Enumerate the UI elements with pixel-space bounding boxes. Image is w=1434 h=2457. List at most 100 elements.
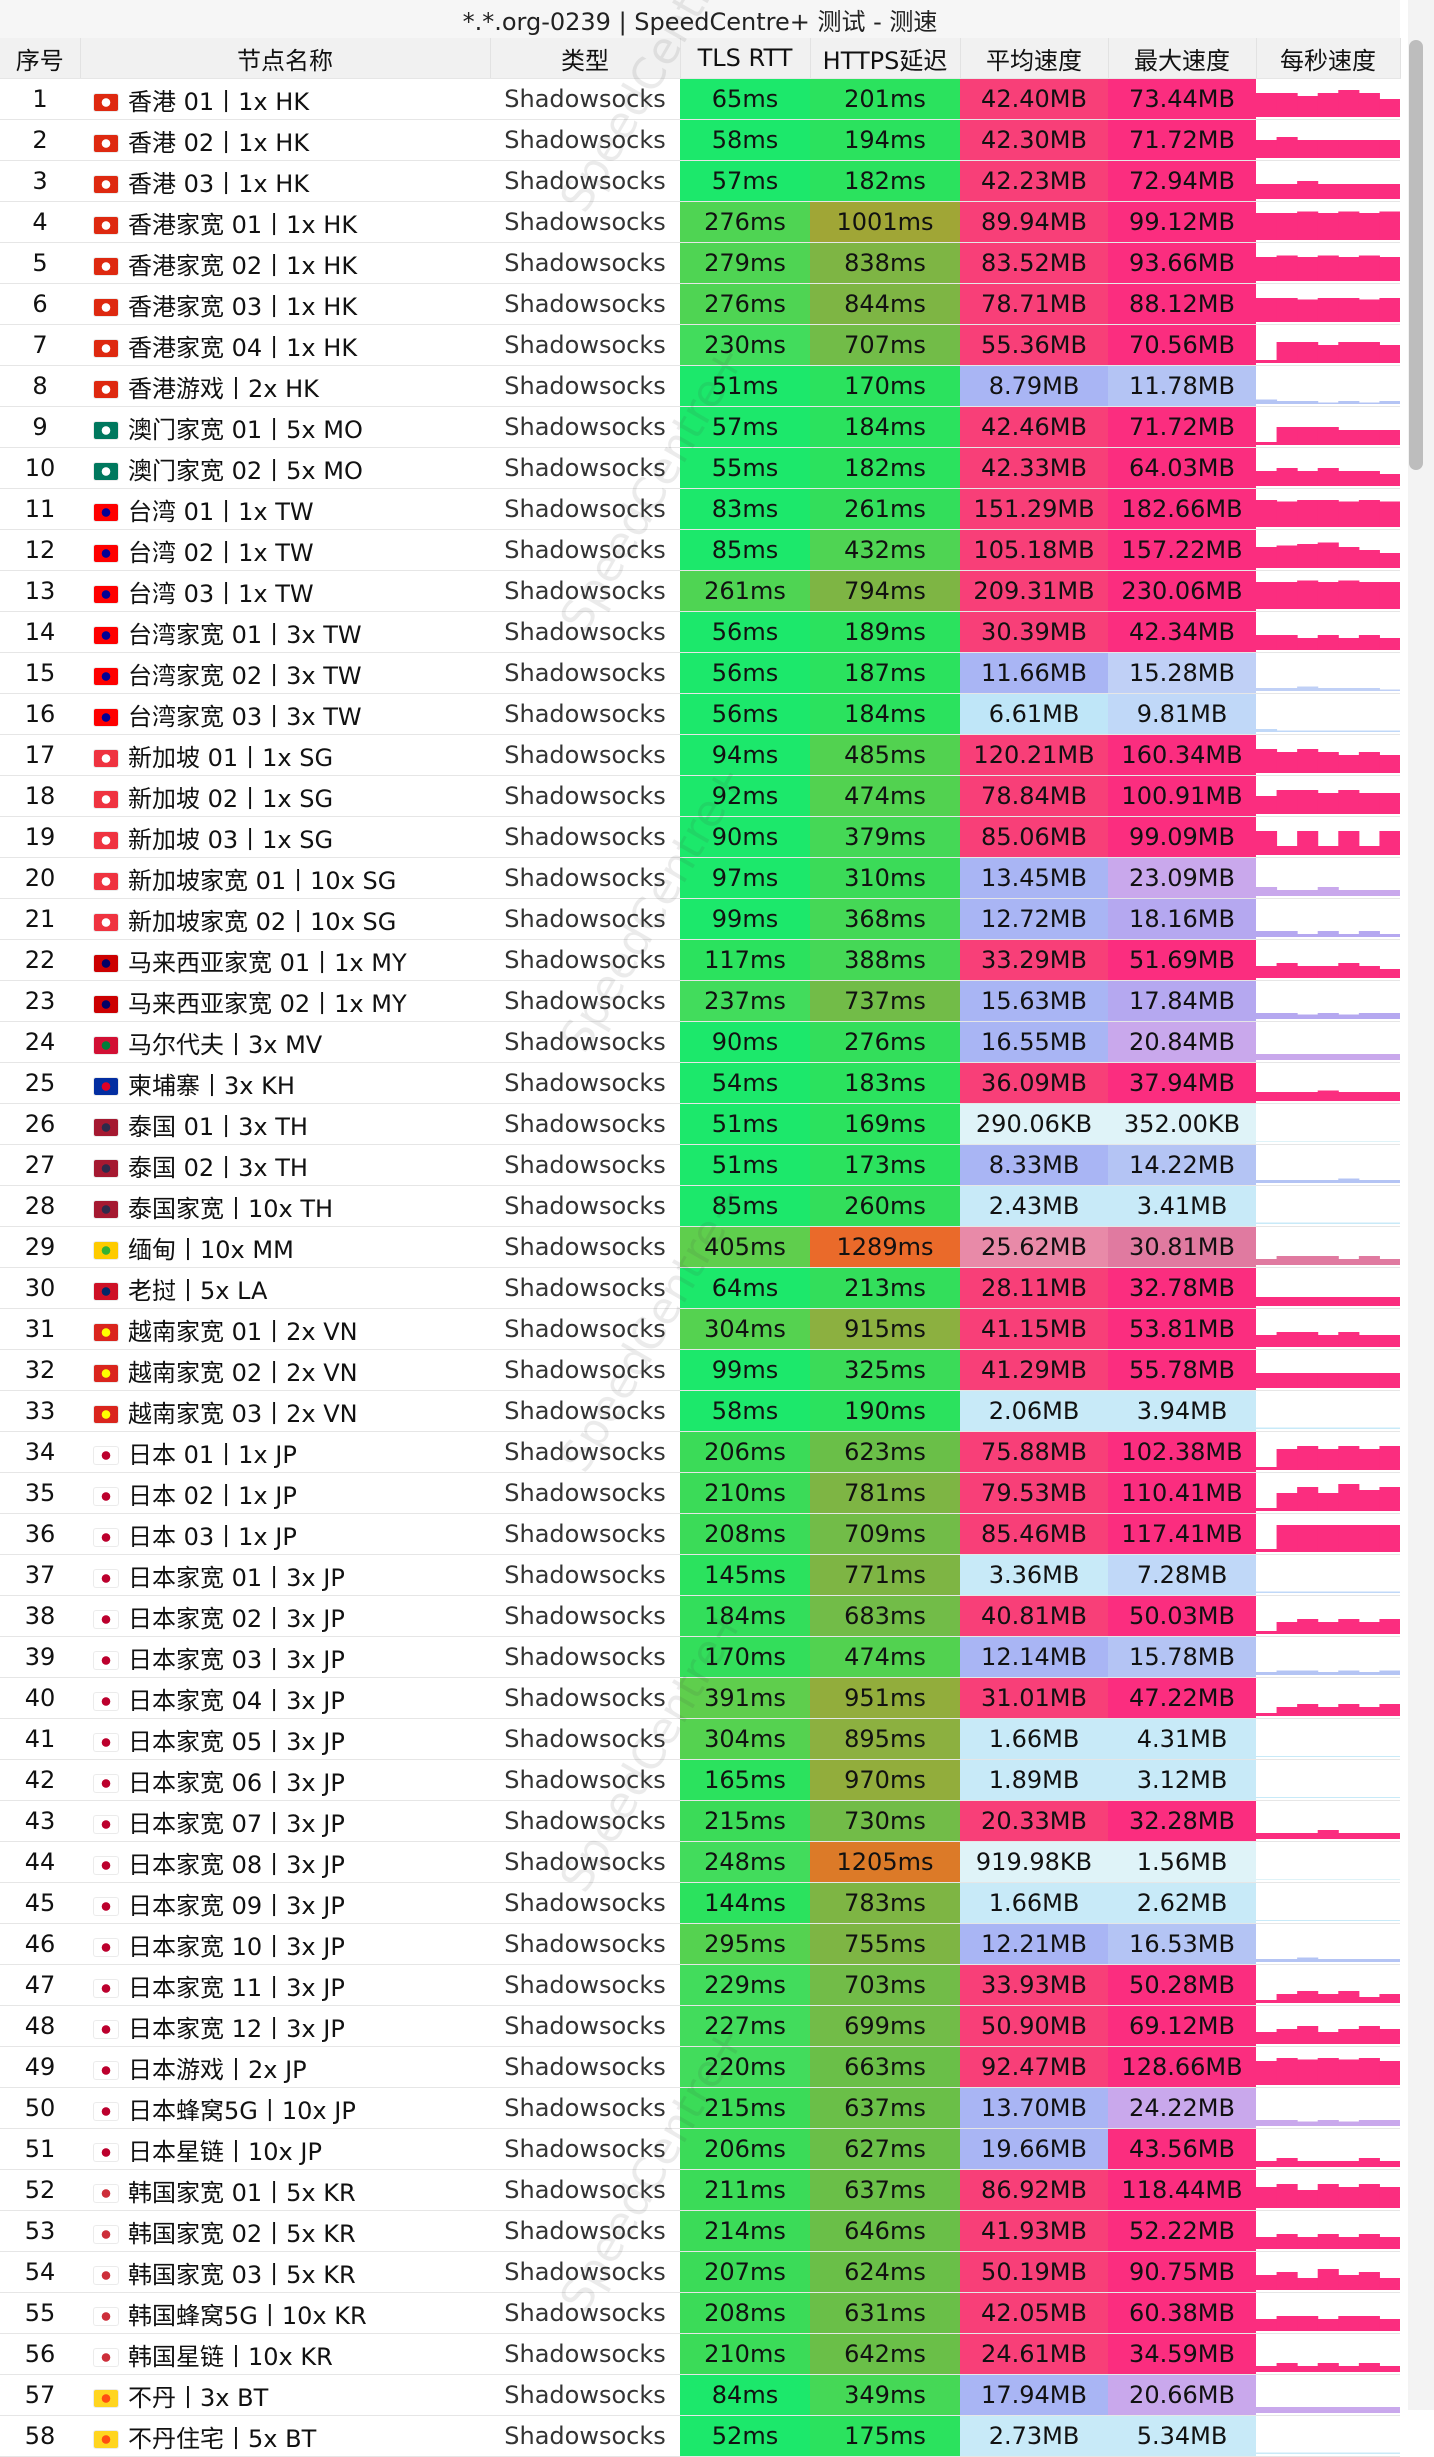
table-row[interactable]: 19 新加坡 03丨1x SG Shadowsocks 90ms 379ms 85.06M… xyxy=(0,816,1400,858)
table-row[interactable]: 6 香港家宽 03丨1x HK Shadowsocks 276ms 844ms 78.71… xyxy=(0,283,1400,325)
header-node-name[interactable]: 节点名称 xyxy=(80,38,491,79)
table-row[interactable]: 52 韩国家宽 01丨5x KR Shadowsocks 211ms 637ms 86.9… xyxy=(0,2169,1400,2211)
table-row[interactable]: 51 日本星链丨10x JP Shadowsocks 206ms 627ms 19.66M… xyxy=(0,2128,1400,2170)
table-row[interactable]: 21 新加坡家宽 02丨10x SG Shadowsocks 99ms 368ms 12.… xyxy=(0,898,1400,940)
table-row[interactable]: 55 韩国蜂窝5G丨10x KR Shadowsocks 208ms 631ms 42.0… xyxy=(0,2292,1400,2334)
table-row[interactable]: 13 台湾 03丨1x TW Shadowsocks 261ms 794ms 209.31… xyxy=(0,570,1400,612)
table-row[interactable]: 28 泰国家宽丨10x TH Shadowsocks 85ms 260ms 2.43MB 3… xyxy=(0,1185,1400,1227)
header-https-latency[interactable]: HTTPS延迟 xyxy=(810,38,961,79)
max-speed-cell: 71.72MB xyxy=(1108,119,1256,161)
tls-rtt-cell: 208ms xyxy=(680,1513,810,1555)
table-row[interactable]: 53 韩国家宽 02丨5x KR Shadowsocks 214ms 646ms 41.9… xyxy=(0,2210,1400,2252)
table-row[interactable]: 42 日本家宽 06丨3x JP Shadowsocks 165ms 970ms 1.89… xyxy=(0,1759,1400,1801)
table-row[interactable]: 3 香港 03丨1x HK Shadowsocks 57ms 182ms 42.23MB 7… xyxy=(0,160,1400,202)
table-row[interactable]: 5 香港家宽 02丨1x HK Shadowsocks 279ms 838ms 83.52… xyxy=(0,242,1400,284)
table-row[interactable]: 14 台湾家宽 01丨3x TW Shadowsocks 56ms 189ms 30.39… xyxy=(0,611,1400,653)
table-row[interactable]: 20 新加坡家宽 01丨10x SG Shadowsocks 97ms 310ms 13.… xyxy=(0,857,1400,899)
table-row[interactable]: 35 日本 02丨1x JP Shadowsocks 210ms 781ms 79.53M… xyxy=(0,1472,1400,1514)
table-row[interactable]: 11 台湾 01丨1x TW Shadowsocks 83ms 261ms 151.29M… xyxy=(0,488,1400,530)
header-type[interactable]: 类型 xyxy=(490,38,681,79)
scrollbar-thumb[interactable] xyxy=(1409,40,1423,470)
table-row[interactable]: 26 泰国 01丨3x TH Shadowsocks 51ms 169ms 290.06K… xyxy=(0,1103,1400,1145)
table-row[interactable]: 8 香港游戏丨2x HK Shadowsocks 51ms 170ms 8.79MB 11.… xyxy=(0,365,1400,407)
https-latency-cell: 388ms xyxy=(810,939,960,981)
table-row[interactable]: 36 日本 03丨1x JP Shadowsocks 208ms 709ms 85.46M… xyxy=(0,1513,1400,1555)
sparkline-bar xyxy=(1358,1756,1380,1757)
table-row[interactable]: 23 马来西亚家宽 02丨1x MY Shadowsocks 237ms 737ms 15… xyxy=(0,980,1400,1022)
table-row[interactable]: 29 缅甸丨10x MM Shadowsocks 405ms 1289ms 25.62MB… xyxy=(0,1226,1400,1268)
sparkline-bar xyxy=(1256,1092,1278,1101)
table-row[interactable]: 30 老挝丨5x LA Shadowsocks 64ms 213ms 28.11MB 32.… xyxy=(0,1267,1400,1309)
table-row[interactable]: 15 台湾家宽 02丨3x TW Shadowsocks 56ms 187ms 11.66… xyxy=(0,652,1400,694)
table-row[interactable]: 48 日本家宽 12丨3x JP Shadowsocks 227ms 699ms 50.9… xyxy=(0,2005,1400,2047)
table-row[interactable]: 22 马来西亚家宽 01丨1x MY Shadowsocks 117ms 388ms 33… xyxy=(0,939,1400,981)
table-row[interactable]: 7 香港家宽 04丨1x HK Shadowsocks 230ms 707ms 55.36… xyxy=(0,324,1400,366)
node-name: 韩国星链丨10x KR xyxy=(128,2342,333,2371)
https-latency-cell: 642ms xyxy=(810,2333,960,2375)
table-row[interactable]: 24 马尔代夫丨3x MV Shadowsocks 90ms 276ms 16.55MB 2… xyxy=(0,1021,1400,1063)
table-row[interactable]: 44 日本家宽 08丨3x JP Shadowsocks 248ms 1205ms 919… xyxy=(0,1841,1400,1883)
speed-sparkline xyxy=(1256,2363,1400,2372)
table-row[interactable]: 16 台湾家宽 03丨3x TW Shadowsocks 56ms 184ms 6.61M… xyxy=(0,693,1400,735)
table-row[interactable]: 40 日本家宽 04丨3x JP Shadowsocks 391ms 951ms 31.0… xyxy=(0,1677,1400,1719)
table-row[interactable]: 45 日本家宽 09丨3x JP Shadowsocks 144ms 783ms 1.66… xyxy=(0,1882,1400,1924)
singapore-flag-icon xyxy=(94,790,118,808)
header-index[interactable]: 序号 xyxy=(0,38,81,79)
sparkline-bar xyxy=(1317,2184,1339,2208)
table-row[interactable]: 9 澳门家宽 01丨5x MO Shadowsocks 57ms 184ms 42.46M… xyxy=(0,406,1400,448)
sparkline-bar xyxy=(1358,1449,1380,1470)
table-row[interactable]: 33 越南家宽 03丨2x VN Shadowsocks 58ms 190ms 2.06M… xyxy=(0,1390,1400,1432)
tls-rtt-cell: 295ms xyxy=(680,1923,810,1965)
node-name: 台湾家宽 03丨3x TW xyxy=(128,702,362,731)
sparkline-bar xyxy=(1297,1180,1319,1183)
https-latency-cell: 646ms xyxy=(810,2210,960,2252)
speed-sparkline xyxy=(1256,468,1400,486)
node-name-cell: 日本家宽 02丨3x JP xyxy=(80,1595,490,1637)
table-row[interactable]: 4 香港家宽 01丨1x HK Shadowsocks 276ms 1001ms 89.9… xyxy=(0,201,1400,243)
table-row[interactable]: 10 澳门家宽 02丨5x MO Shadowsocks 55ms 182ms 42.33… xyxy=(0,447,1400,489)
table-row[interactable]: 31 越南家宽 01丨2x VN Shadowsocks 304ms 915ms 41.1… xyxy=(0,1308,1400,1350)
table-row[interactable]: 39 日本家宽 03丨3x JP Shadowsocks 170ms 474ms 12.1… xyxy=(0,1636,1400,1678)
table-row[interactable]: 41 日本家宽 05丨3x JP Shadowsocks 304ms 895ms 1.66… xyxy=(0,1718,1400,1760)
table-row[interactable]: 46 日本家宽 10丨3x JP Shadowsocks 295ms 755ms 12.2… xyxy=(0,1923,1400,1965)
row-index: 3 xyxy=(0,160,80,202)
header-avg-speed[interactable]: 平均速度 xyxy=(960,38,1109,79)
table-row[interactable]: 54 韩国家宽 03丨5x KR Shadowsocks 207ms 624ms 50.1… xyxy=(0,2251,1400,2293)
table-row[interactable]: 38 日本家宽 02丨3x JP Shadowsocks 184ms 683ms 40.8… xyxy=(0,1595,1400,1637)
header-tls-rtt[interactable]: TLS RTT xyxy=(680,38,811,79)
table-row[interactable]: 47 日本家宽 11丨3x JP Shadowsocks 229ms 703ms 33.9… xyxy=(0,1964,1400,2006)
node-type: Shadowsocks xyxy=(490,1595,680,1637)
table-row[interactable]: 27 泰国 02丨3x TH Shadowsocks 51ms 173ms 8.33MB 1… xyxy=(0,1144,1400,1186)
table-row[interactable]: 1 香港 01丨1x HK Shadowsocks 65ms 201ms 42.40MB 7… xyxy=(0,78,1400,120)
node-name: 香港家宽 01丨1x HK xyxy=(128,210,358,239)
sparkline-bar xyxy=(1297,427,1319,445)
table-row[interactable]: 17 新加坡 01丨1x SG Shadowsocks 94ms 485ms 120.21… xyxy=(0,734,1400,776)
speed-sparkline-cell xyxy=(1256,570,1400,612)
table-row[interactable]: 2 香港 02丨1x HK Shadowsocks 58ms 194ms 42.30MB 7… xyxy=(0,119,1400,161)
node-type: Shadowsocks xyxy=(490,2415,680,2457)
speed-sparkline xyxy=(1256,137,1400,158)
taiwan-flag-icon xyxy=(94,544,118,562)
node-name: 日本家宽 02丨3x JP xyxy=(128,1604,345,1633)
https-latency-cell: 325ms xyxy=(810,1349,960,1391)
node-type: Shadowsocks xyxy=(490,1964,680,2006)
header-per-second-speed[interactable]: 每秒速度 xyxy=(1256,38,1401,79)
sparkline-bar xyxy=(1358,1222,1380,1224)
table-row[interactable]: 56 韩国星链丨10x KR Shadowsocks 210ms 642ms 24.61M… xyxy=(0,2333,1400,2375)
table-row[interactable]: 50 日本蜂窝5G丨10x JP Shadowsocks 215ms 637ms 13.7… xyxy=(0,2087,1400,2129)
node-type: Shadowsocks xyxy=(490,1554,680,1596)
table-row[interactable]: 18 新加坡 02丨1x SG Shadowsocks 92ms 474ms 78.84M… xyxy=(0,775,1400,817)
japan-flag-icon xyxy=(94,1487,118,1505)
row-index: 23 xyxy=(0,980,80,1022)
table-row[interactable]: 32 越南家宽 02丨2x VN Shadowsocks 99ms 325ms 41.29… xyxy=(0,1349,1400,1391)
table-row[interactable]: 43 日本家宽 07丨3x JP Shadowsocks 215ms 730ms 20.3… xyxy=(0,1800,1400,1842)
table-row[interactable]: 37 日本家宽 01丨3x JP Shadowsocks 145ms 771ms 3.36… xyxy=(0,1554,1400,1596)
table-row[interactable]: 58 不丹住宅丨5x BT Shadowsocks 52ms 175ms 2.73MB 5.… xyxy=(0,2415,1400,2457)
header-max-speed[interactable]: 最大速度 xyxy=(1108,38,1257,79)
table-row[interactable]: 12 台湾 02丨1x TW Shadowsocks 85ms 432ms 105.18M… xyxy=(0,529,1400,571)
table-row[interactable]: 25 柬埔寨丨3x KH Shadowsocks 54ms 183ms 36.09MB 37… xyxy=(0,1062,1400,1104)
table-row[interactable]: 34 日本 01丨1x JP Shadowsocks 206ms 623ms 75.88M… xyxy=(0,1431,1400,1473)
sparkline-bar xyxy=(1276,1707,1298,1716)
table-row[interactable]: 49 日本游戏丨2x JP Shadowsocks 220ms 663ms 92.47MB… xyxy=(0,2046,1400,2088)
table-row[interactable]: 57 不丹丨3x BT Shadowsocks 84ms 349ms 17.94MB 20.… xyxy=(0,2374,1400,2416)
